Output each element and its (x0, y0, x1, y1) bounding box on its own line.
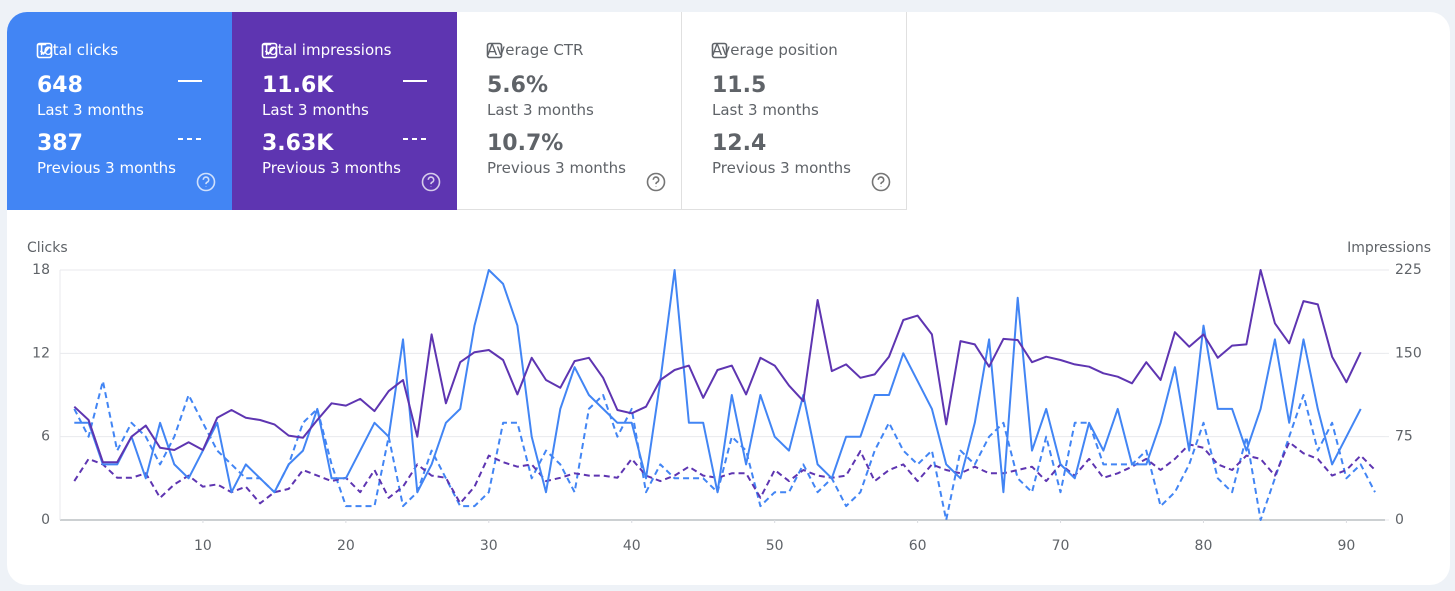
current-label: Last 3 months (37, 101, 144, 119)
help-glyph (202, 176, 210, 187)
x-tick-label: 80 (1195, 538, 1213, 554)
checkbox-box (486, 42, 503, 59)
card-title: Total impressions (262, 41, 392, 59)
current-value: 11.5 (712, 73, 767, 98)
checkbox-box (711, 42, 728, 59)
previous-value: 12.4 (712, 131, 767, 156)
y-tick-label: 12 (32, 345, 50, 361)
help-circle (871, 172, 891, 192)
help-glyph (652, 176, 660, 187)
checkbox[interactable] (486, 42, 504, 60)
help-circle (196, 172, 216, 192)
card-title: Average position (712, 41, 838, 59)
help-circle (421, 172, 441, 192)
current-label: Last 3 months (712, 101, 819, 119)
y2-tick-label: 150 (1395, 345, 1422, 361)
y2-tick-label: 0 (1395, 512, 1404, 528)
help-icon[interactable] (195, 171, 217, 193)
previous-value: 3.63K (262, 131, 334, 156)
y2-axis-title: Impressions (1347, 240, 1431, 256)
x-tick-label: 10 (194, 538, 212, 554)
previous-label: Previous 3 months (487, 159, 626, 177)
x-tick-label: 50 (766, 538, 784, 554)
previous-label: Previous 3 months (712, 159, 851, 177)
current-period-line (73, 269, 1362, 464)
metric-card[interactable]: Average position 11.5 Last 3 months 12.4 Pre… (682, 12, 907, 210)
x-tick-label: 90 (1337, 538, 1355, 554)
checkbox[interactable] (36, 42, 54, 60)
card-title: Total clicks (37, 41, 119, 59)
checkbox-box (36, 42, 53, 59)
x-tick-label: 30 (480, 538, 498, 554)
x-tick-label: 40 (623, 538, 641, 554)
y-tick-label: 0 (41, 512, 50, 528)
previous-label: Previous 3 months (37, 159, 176, 177)
help-icon[interactable] (420, 171, 442, 193)
y-tick-label: 6 (41, 429, 50, 445)
previous-label: Previous 3 months (262, 159, 401, 177)
y2-tick-label: 225 (1395, 262, 1422, 278)
metric-card[interactable]: Total clicks 648 Last 3 months 387 Previous … (7, 12, 232, 210)
line-style-icon (178, 80, 202, 140)
x-tick-label: 60 (909, 538, 927, 554)
checkmark (39, 46, 50, 56)
line-style-icon (403, 80, 427, 140)
current-value: 11.6K (262, 73, 334, 98)
help-circle (646, 172, 666, 192)
current-label: Last 3 months (262, 101, 369, 119)
card-title: Average CTR (487, 41, 584, 59)
x-tick-label: 20 (337, 538, 355, 554)
current-value: 5.6% (487, 73, 549, 98)
x-tick-label: 70 (1052, 538, 1070, 554)
checkbox[interactable] (261, 42, 279, 60)
checkbox[interactable] (711, 42, 729, 60)
checkbox-box (261, 42, 278, 59)
help-glyph (877, 176, 885, 187)
metric-card[interactable]: Average CTR 5.6% Last 3 months 10.7% Previou… (457, 12, 682, 210)
y-axis-title: Clicks (27, 240, 68, 256)
previous-period-line (73, 441, 1376, 505)
current-label: Last 3 months (487, 101, 594, 119)
help-icon[interactable] (870, 171, 892, 193)
checkmark (264, 46, 275, 56)
previous-value: 10.7% (487, 131, 564, 156)
help-glyph (427, 176, 435, 187)
current-value: 648 (37, 73, 83, 98)
help-icon[interactable] (645, 171, 667, 193)
previous-period-line (73, 380, 1376, 521)
chart: Clicks Impressions 0 6 12 18 0 75 150 225 10 20 30… (27, 240, 1431, 554)
current-period-line (74, 269, 1362, 494)
y2-tick-label: 75 (1395, 429, 1413, 445)
previous-value: 387 (37, 131, 83, 156)
performance-panel: Clicks Impressions 0 6 12 18 0 75 150 225 10 20 30… (7, 12, 1450, 585)
y-tick-label: 18 (32, 262, 50, 278)
metric-card[interactable]: Total impressions 11.6K Last 3 months 3.63K… (232, 12, 457, 210)
